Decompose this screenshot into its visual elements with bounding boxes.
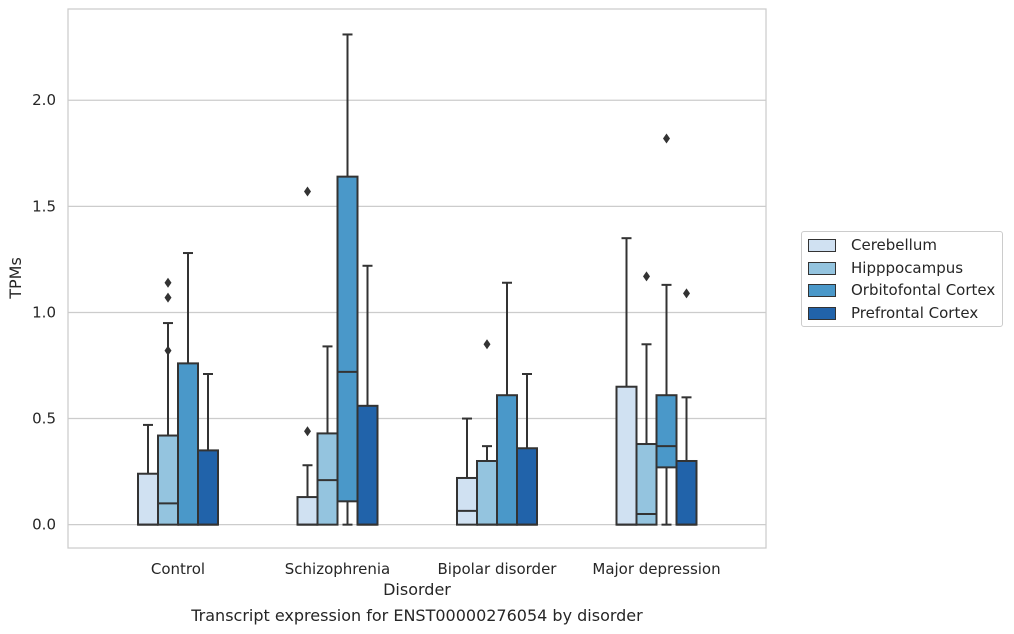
- legend-item-orbitofrontal-cortex: Orbitofontal Cortex: [808, 280, 995, 300]
- x-tick-labels: Control Schizophrenia Bipolar disorder Majo…: [151, 560, 721, 578]
- box: [476, 459, 498, 526]
- legend-swatch-orbitofrontal-cortex: [808, 283, 836, 297]
- box: [456, 476, 478, 526]
- box-layer: [137, 33, 698, 526]
- legend-label: Hipppocampus: [851, 259, 964, 277]
- legend-swatch-hippocampus: [808, 261, 836, 275]
- y-tick-labels: 0.0 0.5 1.0 1.5 2.0: [32, 91, 56, 533]
- outlier-marker: [164, 292, 172, 303]
- legend: Cerebellum Hipppocampus Orbitofontal Cor…: [801, 231, 1003, 327]
- y-axis-label: TPMs: [6, 257, 25, 300]
- legend-item-hippocampus: Hipppocampus: [808, 258, 963, 278]
- legend-label: Prefrontal Cortex: [851, 304, 979, 322]
- outlier-marker: [164, 345, 172, 356]
- box-group: [476, 339, 498, 526]
- legend-label: Cerebellum: [851, 236, 937, 254]
- box: [356, 404, 379, 526]
- y-tick-label: 1.5: [32, 197, 56, 215]
- outlier-marker: [483, 339, 491, 350]
- box-group: [296, 186, 319, 526]
- y-tick-label: 2.0: [32, 91, 56, 109]
- legend-item-cerebellum: Cerebellum: [808, 235, 937, 255]
- legend-swatch-prefrontal-cortex: [808, 306, 836, 320]
- box: [336, 175, 359, 503]
- figure-caption: Transcript expression for ENST0000027605…: [191, 606, 643, 625]
- outlier-marker: [164, 277, 172, 288]
- box: [496, 394, 518, 526]
- box-group: [496, 281, 518, 526]
- box-group: [336, 33, 359, 526]
- outlier-marker: [663, 133, 670, 144]
- x-tick-label: Control: [151, 560, 205, 578]
- outlier-marker: [643, 271, 650, 282]
- x-tick-label: Major depression: [592, 560, 720, 578]
- box: [316, 432, 339, 526]
- outlier-marker: [683, 288, 690, 299]
- box-group: [675, 288, 698, 526]
- box: [137, 472, 159, 526]
- legend-label: Orbitofontal Cortex: [851, 281, 996, 299]
- outlier-marker: [304, 186, 311, 197]
- outlier-marker: [304, 426, 311, 437]
- box: [635, 443, 658, 526]
- box: [296, 496, 319, 526]
- legend-swatch-cerebellum: [808, 238, 836, 252]
- box-group: [137, 423, 159, 526]
- x-tick-label: Bipolar disorder: [438, 560, 558, 578]
- plot-frame: [67, 8, 767, 549]
- x-tick-label: Schizophrenia: [285, 560, 390, 578]
- box-group: [157, 277, 179, 526]
- box-group: [655, 133, 678, 526]
- box-group: [356, 264, 379, 526]
- x-axis-label: Disorder: [383, 580, 451, 599]
- box-group: [456, 417, 478, 526]
- box: [675, 459, 698, 526]
- legend-item-prefrontal-cortex: Prefrontal Cortex: [808, 303, 978, 323]
- box-group: [516, 372, 538, 526]
- box-group: [177, 252, 199, 526]
- y-tick-label: 0.5: [32, 410, 56, 428]
- box-group: [615, 237, 638, 526]
- box-group: [316, 345, 339, 526]
- box: [655, 394, 678, 469]
- y-tick-label: 1.0: [32, 303, 56, 321]
- box: [615, 385, 638, 526]
- box-group: [635, 271, 658, 526]
- box-group: [197, 372, 219, 526]
- box: [197, 449, 219, 526]
- box: [516, 447, 538, 526]
- y-tick-label: 0.0: [32, 516, 56, 534]
- box: [177, 362, 199, 526]
- box: [157, 434, 179, 526]
